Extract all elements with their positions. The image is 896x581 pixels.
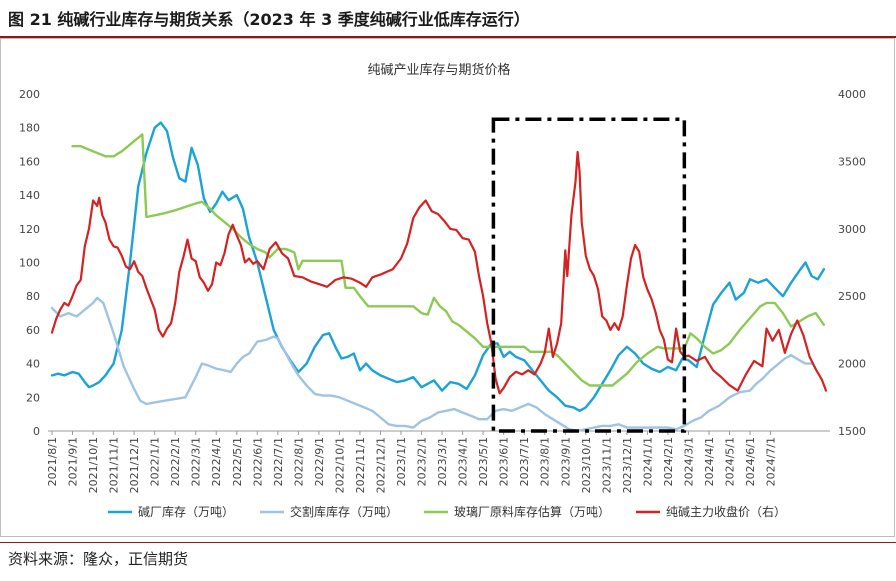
x-tick-label: 2023/8/1: [539, 437, 552, 486]
y-right-tick-label: 2500: [838, 290, 866, 303]
x-tick-label: 2022/9/1: [313, 437, 326, 486]
legend-label-4: 纯碱主力收盘价（右）: [666, 504, 786, 519]
series-line-1: [50, 121, 826, 412]
x-tick-label: 2023/12/1: [621, 437, 634, 493]
x-tick-label: 2022/4/1: [210, 437, 223, 486]
series-line-3: [71, 133, 826, 387]
x-tick-label: 2023/10/1: [580, 437, 593, 493]
highlight-box: [491, 117, 687, 433]
x-tick-label: 2022/12/1: [374, 437, 387, 493]
figure-title: 图 21 纯碱行业库存与期货关系（2023 年 3 季度纯碱行业低库存运行）: [8, 10, 530, 29]
x-tick-label: 2021/11/1: [108, 437, 121, 493]
x-tick-label: 2022/6/1: [251, 437, 264, 486]
title-divider: [0, 36, 896, 38]
source-divider: [0, 542, 896, 543]
x-tick-label: 2021/10/1: [87, 437, 100, 493]
x-tick-label: 2022/2/1: [169, 437, 182, 486]
x-tick-label: 2023/1/1: [395, 437, 408, 486]
x-tick-label: 2023/3/1: [436, 437, 449, 486]
x-tick-label: 2022/7/1: [272, 437, 285, 486]
y-left-tick-label: 100: [19, 257, 40, 270]
x-tick-label: 2021/8/1: [46, 437, 59, 486]
x-tick-label: 2022/10/1: [333, 437, 346, 493]
y-right-tick-label: 1500: [838, 425, 866, 438]
x-tick-label: 2023/4/1: [457, 437, 470, 486]
x-tick-label: 2024/3/1: [682, 437, 695, 486]
x-tick-label: 2023/2/1: [416, 437, 429, 486]
x-tick-label: 2023/7/1: [518, 437, 531, 486]
x-tick-label: 2022/1/1: [149, 437, 162, 486]
x-tick-label: 2024/5/1: [724, 437, 737, 486]
x-tick-label: 2024/2/1: [662, 437, 675, 486]
x-tick-label: 2021/9/1: [67, 437, 80, 486]
x-tick-label: 2024/4/1: [703, 437, 716, 486]
x-tick-label: 2024/7/1: [765, 437, 778, 486]
chart-svg: 纯碱产业库存与期货价格 0 20 40 60 80 100 120 140 160 180 200 1…: [0, 38, 895, 537]
y-left-tick-label: 140: [19, 189, 40, 202]
series-line-2: [50, 296, 813, 433]
y-left-tick-label: 0: [33, 425, 40, 438]
x-tick-label: 2022/11/1: [354, 437, 367, 493]
y-left-tick-label: 80: [26, 290, 40, 303]
y-right-tick-label: 2000: [838, 358, 866, 371]
x-tick-label: 2024/1/1: [641, 437, 654, 486]
x-tick-label: 2023/9/1: [559, 437, 572, 486]
y-right-tick-label: 3500: [838, 155, 866, 168]
legend-label-3: 玻璃厂原料库存估算（万吨）: [454, 504, 610, 519]
series-line-4: [50, 150, 828, 395]
x-tick-label: 2022/3/1: [190, 437, 203, 486]
x-tick-label: 2022/8/1: [292, 437, 305, 486]
y-left-tick-label: 60: [26, 324, 40, 337]
legend-label-1: 碱厂库存（万吨）: [138, 504, 234, 519]
y-left-tick-label: 180: [19, 122, 40, 135]
y-left-tick-label: 20: [26, 391, 40, 404]
chart-title: 纯碱产业库存与期货价格: [367, 62, 510, 78]
legend-label-2: 交割库库存（万吨）: [290, 504, 398, 519]
y-left-tick-label: 200: [19, 88, 40, 101]
y-right-tick-label: 3000: [838, 223, 866, 236]
chart-border: [0, 38, 895, 537]
y-right-tick-label: 4000: [838, 88, 866, 101]
x-tick-label: 2024/6/1: [744, 437, 757, 486]
x-tick-label: 2022/5/1: [231, 437, 244, 486]
y-left-tick-label: 160: [19, 155, 40, 168]
source-note: 资料来源：隆众，正信期货: [8, 550, 189, 568]
x-tick-label: 2023/6/1: [498, 437, 511, 486]
x-tick-label: 2023/11/1: [600, 437, 613, 493]
y-left-tick-label: 40: [26, 358, 40, 371]
x-tick-label: 2023/5/1: [477, 437, 490, 486]
y-left-tick-label: 120: [19, 223, 40, 236]
x-tick-label: 2021/12/1: [128, 437, 141, 493]
